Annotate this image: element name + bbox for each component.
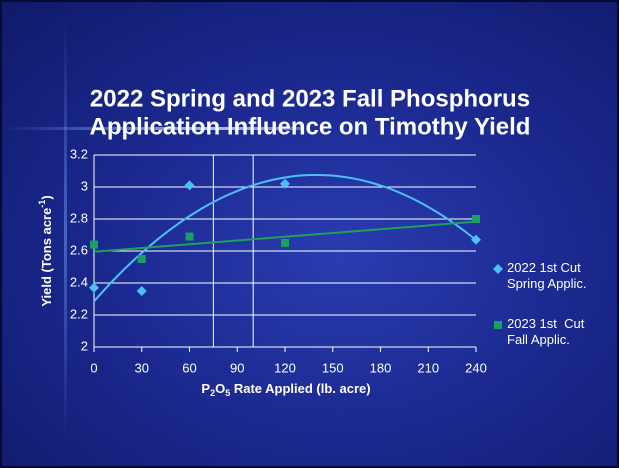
x-tick-label: 30 — [135, 360, 149, 375]
chart-title: 2022 Spring and 2023 Fall Phosphorus — [90, 85, 530, 112]
y-axis-label: Yield (Tons acre-1) — [37, 195, 54, 306]
legend-marker — [493, 264, 503, 274]
point — [185, 232, 194, 241]
decor-line — [2, 127, 302, 130]
point — [280, 178, 290, 189]
point — [136, 286, 147, 296]
y-tick-label: 2.8 — [70, 210, 88, 225]
point — [184, 180, 195, 191]
legend-label: 2022 1st Cut Spring Applic. — [507, 260, 587, 291]
legend-marker — [494, 321, 502, 329]
y-tick-label: 3.2 — [70, 146, 88, 161]
trendline — [93, 220, 477, 253]
y-tick-label: 2 — [81, 338, 88, 353]
x-tick-label: 180 — [370, 360, 392, 375]
x-tick-label: 0 — [90, 360, 97, 375]
y-tick-label: 2.6 — [70, 242, 88, 257]
point — [137, 255, 146, 263]
x-tick-label: 210 — [417, 360, 439, 375]
x-tick-label: 150 — [322, 360, 344, 375]
point — [472, 215, 480, 223]
point — [89, 282, 99, 293]
point — [471, 234, 481, 245]
x-tick-label: 60 — [182, 360, 196, 375]
y-tick-label: 2.4 — [70, 274, 88, 289]
x-axis-label: P2O5 Rate Applied (lb. acre) — [201, 381, 370, 398]
chart-title: Application Influence on Timothy Yield — [90, 113, 531, 140]
y-tick-label: 3 — [81, 178, 88, 193]
x-tick-label: 120 — [274, 360, 296, 375]
x-tick-label: 240 — [465, 360, 487, 375]
point — [281, 239, 289, 247]
decor-line — [64, 22, 67, 442]
trendline — [93, 174, 477, 302]
y-tick-label: 2.2 — [70, 306, 88, 321]
point — [90, 240, 98, 249]
x-tick-label: 90 — [230, 360, 244, 375]
legend-label: 2023 1st Cut Fall Applic. — [507, 316, 588, 347]
